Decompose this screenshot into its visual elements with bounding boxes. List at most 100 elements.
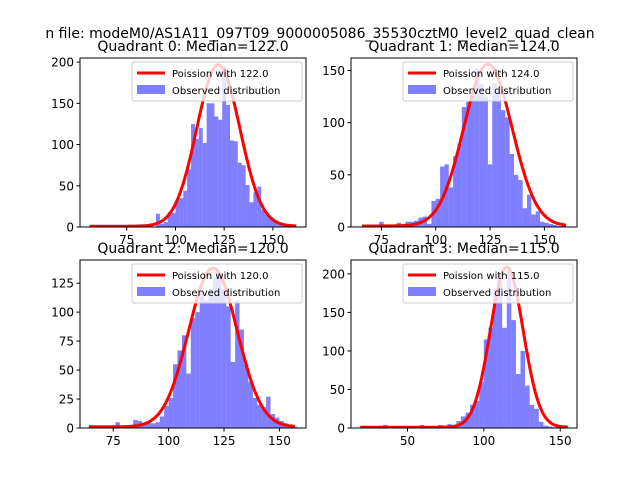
legend-bar-swatch	[408, 85, 436, 94]
histogram-bar	[483, 339, 489, 428]
histogram-bar	[204, 300, 209, 428]
histogram-bar	[534, 408, 539, 428]
x-tick-label: 125	[213, 434, 236, 448]
histogram-bar	[513, 174, 519, 227]
histogram-bar	[167, 212, 172, 227]
histogram-bar	[252, 397, 258, 428]
histogram-bar	[237, 162, 242, 227]
histogram-bar	[133, 419, 138, 428]
histogram-bar	[175, 199, 180, 227]
histogram-bar	[509, 153, 514, 227]
plot-area	[361, 62, 567, 227]
histogram-bar	[253, 192, 258, 227]
histogram-bar	[543, 425, 548, 428]
y-tick-label: 150	[322, 64, 345, 78]
histogram-bar	[226, 306, 231, 428]
x-tick-label: 150	[549, 434, 572, 448]
histogram-bar	[239, 329, 244, 428]
histogram-bar	[210, 103, 215, 227]
subplot-title: Quadrant 0: Median=122.0	[97, 39, 288, 55]
histogram-bar	[190, 317, 196, 428]
histogram-bar	[444, 164, 449, 227]
legend-bar-label: Observed distribution	[443, 288, 551, 299]
axes-frame	[350, 57, 578, 228]
histogram-bar	[457, 143, 462, 227]
histogram-bar	[230, 140, 234, 227]
histogram-bar	[531, 214, 536, 227]
histogram-bar	[214, 116, 219, 227]
legend-bar-swatch	[408, 287, 436, 296]
y-tick-label: 0	[337, 221, 345, 235]
subplot-quadrant-3: 50 100 150 0 50 100 150 200 Quadrant 3: Median=1…	[322, 241, 578, 448]
histogram-bar	[221, 288, 227, 428]
histogram-bar	[544, 222, 549, 227]
histogram-bar	[535, 211, 541, 227]
y-tick-label: 50	[330, 383, 345, 397]
histogram-bar	[276, 222, 281, 227]
histogram-bar	[146, 421, 151, 428]
histogram-bar	[466, 101, 471, 227]
y-tick-label: 200	[322, 267, 345, 281]
histogram-bar	[218, 119, 223, 227]
y-tick-label: 50	[59, 364, 74, 378]
y-tick-label: 75	[59, 335, 74, 349]
histogram-bar	[448, 187, 454, 227]
y-tick-label: 100	[51, 138, 74, 152]
histogram-bar	[505, 117, 510, 227]
plot-area	[89, 63, 297, 227]
poisson-curve	[361, 62, 567, 227]
histogram-bar	[502, 327, 507, 428]
subplot-title: Quadrant 1: Median=124.0	[368, 39, 559, 55]
legend-curve-label: Poission with 124.0	[443, 69, 539, 80]
histogram-bar	[547, 426, 553, 428]
histogram-bar	[518, 180, 523, 227]
histogram-bar	[474, 68, 480, 227]
histogram-bar	[527, 194, 532, 227]
histogram-bar	[235, 300, 240, 428]
histogram-bar	[173, 364, 178, 428]
subplot-title: Quadrant 2: Median=120.0	[97, 241, 288, 257]
histogram-bar	[500, 110, 506, 227]
histogram-bar	[379, 221, 384, 227]
figure-suptitle: n file: modeM0/AS1A11_097T09_9000005086_…	[45, 26, 594, 42]
histogram-bar	[248, 381, 253, 428]
histogram-bar	[561, 225, 567, 227]
histogram-bar	[540, 221, 545, 227]
histogram-bar	[497, 272, 503, 428]
poisson-curve	[89, 63, 297, 227]
legend: Poission with 115.0 Observed distribution	[402, 263, 574, 304]
y-tick-label: 100	[322, 344, 345, 358]
histogram-bar	[488, 327, 494, 428]
histogram-bar	[199, 291, 205, 428]
histogram-bar	[249, 202, 254, 227]
y-tick-label: 50	[59, 179, 74, 193]
plot-area	[88, 266, 298, 428]
x-tick-label: 100	[164, 233, 187, 247]
y-tick-label: 125	[51, 277, 74, 291]
histogram-bar	[257, 404, 262, 428]
histogram-bar	[181, 335, 187, 428]
histogram-bar	[212, 277, 218, 428]
histogram-bar	[195, 312, 200, 428]
legend-curve-label: Poission with 115.0	[443, 271, 539, 282]
histogram-bar	[226, 104, 231, 227]
legend-bar-label: Observed distribution	[443, 86, 551, 97]
x-tick-label: 125	[479, 233, 502, 247]
poisson-curve	[88, 266, 296, 428]
histogram-bar	[465, 412, 471, 428]
histogram-bar	[187, 169, 192, 227]
histogram-bar	[292, 426, 298, 428]
histogram-bar	[233, 141, 238, 227]
histogram-bar	[191, 123, 195, 227]
histogram-bar	[164, 405, 169, 428]
axes-frame	[350, 259, 578, 429]
histogram-bar	[159, 416, 165, 428]
histogram-bar	[492, 83, 497, 227]
histogram-bar	[142, 424, 147, 428]
histogram-bar	[150, 423, 156, 428]
histogram-bar	[515, 374, 521, 428]
poisson-curve	[359, 265, 569, 428]
histogram-bar	[115, 422, 120, 428]
legend-bar-swatch	[137, 85, 165, 94]
histogram-bar	[243, 364, 249, 428]
